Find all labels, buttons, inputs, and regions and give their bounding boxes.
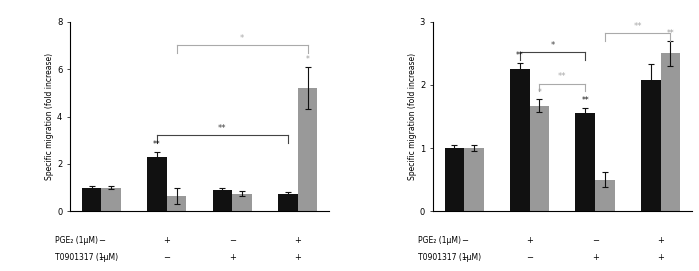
Bar: [101, 188, 121, 211]
Y-axis label: Specific migration (fold increase): Specific migration (fold increase): [45, 53, 54, 180]
Text: *: *: [538, 88, 542, 96]
Bar: [147, 157, 167, 211]
Text: +: +: [294, 236, 301, 245]
Text: −: −: [591, 236, 598, 245]
Bar: [575, 113, 595, 211]
Text: T0901317 (1μM): T0901317 (1μM): [419, 253, 482, 262]
Text: +: +: [657, 253, 664, 262]
Text: **: **: [153, 140, 161, 149]
Text: **: **: [582, 96, 589, 105]
Text: +: +: [294, 253, 301, 262]
Bar: [445, 148, 464, 211]
Text: **: **: [559, 72, 567, 81]
Y-axis label: Specific migration (fold increase): Specific migration (fold increase): [408, 53, 417, 180]
Text: +: +: [164, 236, 171, 245]
Bar: [278, 193, 298, 211]
Bar: [595, 180, 614, 211]
Text: +: +: [526, 236, 533, 245]
Text: −: −: [164, 253, 171, 262]
Bar: [661, 53, 680, 211]
Text: −: −: [229, 236, 236, 245]
Text: +: +: [591, 253, 598, 262]
Text: **: **: [633, 22, 642, 31]
Bar: [232, 193, 252, 211]
Text: PGE₂ (1μM): PGE₂ (1μM): [419, 236, 461, 245]
Text: *: *: [550, 41, 555, 50]
Text: PGE₂ (1μM): PGE₂ (1μM): [55, 236, 99, 245]
Bar: [530, 106, 549, 211]
Text: −: −: [98, 236, 105, 245]
Text: −: −: [98, 253, 105, 262]
Text: −: −: [461, 253, 468, 262]
Bar: [298, 88, 317, 211]
Text: *: *: [240, 34, 244, 43]
Text: **: **: [516, 51, 524, 60]
Text: *: *: [305, 55, 310, 64]
Bar: [167, 196, 187, 211]
Bar: [464, 148, 484, 211]
Bar: [82, 188, 101, 211]
Bar: [212, 190, 232, 211]
Text: +: +: [229, 253, 236, 262]
Text: +: +: [657, 236, 664, 245]
Bar: [641, 80, 661, 211]
Bar: [510, 69, 530, 211]
Text: **: **: [218, 124, 226, 133]
Text: −: −: [461, 236, 468, 245]
Text: −: −: [526, 253, 533, 262]
Text: **: **: [667, 29, 675, 38]
Text: T0901317 (1μM): T0901317 (1μM): [55, 253, 119, 262]
